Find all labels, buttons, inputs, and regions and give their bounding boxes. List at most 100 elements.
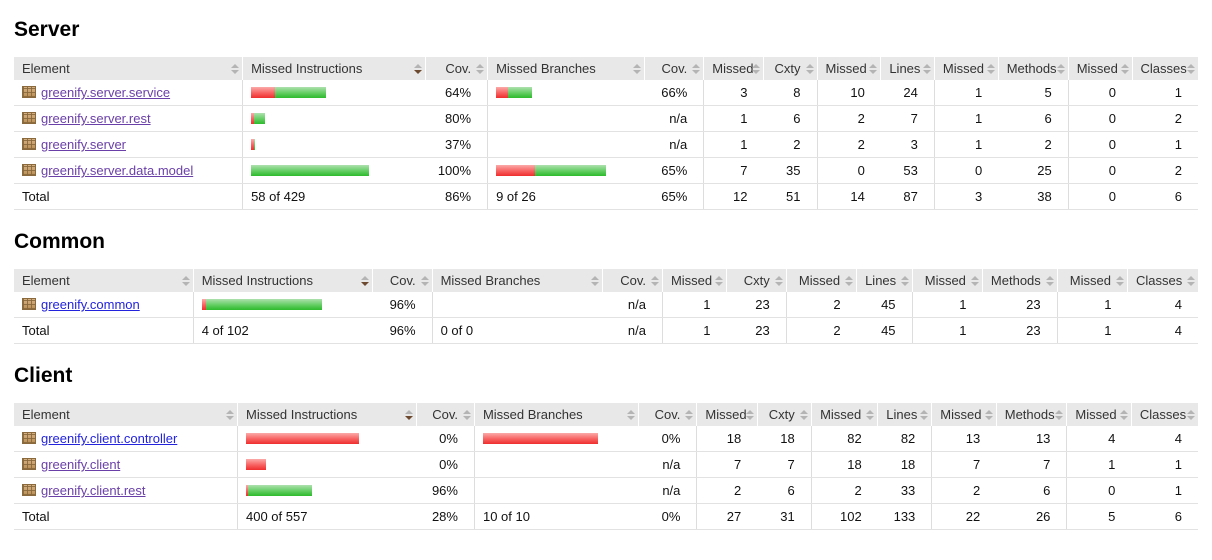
column-header-missed-instructions[interactable]: Missed Instructions xyxy=(236,403,417,426)
cxty-cell: 18 xyxy=(757,426,812,452)
package-icon xyxy=(22,432,36,444)
column-header-missed-instructions[interactable]: Missed Instructions xyxy=(242,57,426,80)
column-header-missed-classes[interactable]: Missed xyxy=(1066,403,1132,426)
missed-classes-cell: 0 xyxy=(1066,477,1132,504)
column-header-label: Lines xyxy=(865,273,897,288)
column-header-missed-methods[interactable]: Missed xyxy=(911,269,983,292)
missed-lines-cell: 2 xyxy=(816,131,881,158)
column-header-missed-methods[interactable]: Missed xyxy=(933,57,999,80)
total-missed-cxty-cell: 27 xyxy=(696,503,758,530)
column-header-instruction-coverage[interactable]: Cov. xyxy=(415,403,475,426)
column-header-methods[interactable]: Methods xyxy=(981,269,1058,292)
sort-down-arrow xyxy=(799,415,808,420)
column-header-missed-classes[interactable]: Missed xyxy=(1056,269,1128,292)
column-header-classes[interactable]: Classes xyxy=(1131,57,1198,80)
column-header-missed-cxty[interactable]: Missed xyxy=(703,57,764,80)
column-header-label: Missed xyxy=(798,273,841,288)
total-missed-instructions-cell: 400 of 557 xyxy=(236,503,417,530)
sort-down-arrow xyxy=(360,281,369,286)
column-header-classes[interactable]: Classes xyxy=(1126,269,1198,292)
lines-cell: 7 xyxy=(880,105,935,132)
column-header-missed-lines[interactable]: Missed xyxy=(816,57,881,80)
table-row: greenify.client 0% n/a 7 7 18 18 7 7 1 1 xyxy=(14,451,1198,478)
sort-up-arrow xyxy=(751,63,760,68)
total-missed-classes-cell: 5 xyxy=(1066,503,1132,530)
sort-down-arrow xyxy=(984,415,993,420)
column-header-missed-lines[interactable]: Missed xyxy=(785,269,857,292)
column-header-lines[interactable]: Lines xyxy=(880,57,935,80)
element-cell: greenify.server xyxy=(14,131,243,158)
column-header-cxty[interactable]: Cxty xyxy=(762,57,817,80)
element-cell: greenify.client.controller xyxy=(14,426,238,452)
column-header-branch-coverage[interactable]: Cov. xyxy=(602,269,663,292)
sort-up-arrow xyxy=(984,409,993,414)
methods-cell: 25 xyxy=(998,157,1069,184)
column-header-missed-cxty[interactable]: Missed xyxy=(696,403,758,426)
element-cell: greenify.server.rest xyxy=(14,105,243,132)
column-header-missed-instructions[interactable]: Missed Instructions xyxy=(192,269,373,292)
missed-classes-cell: 0 xyxy=(1067,157,1133,184)
column-header-methods[interactable]: Methods xyxy=(995,403,1067,426)
package-link[interactable]: greenify.server.data.model xyxy=(41,163,194,178)
column-header-missed-classes[interactable]: Missed xyxy=(1067,57,1133,80)
package-link[interactable]: greenify.server.service xyxy=(41,85,171,100)
package-link[interactable]: greenify.client.rest xyxy=(41,483,146,498)
column-header-missed-methods[interactable]: Missed xyxy=(931,403,997,426)
package-link[interactable]: greenify.server xyxy=(41,137,127,152)
column-header-cxty[interactable]: Cxty xyxy=(725,269,787,292)
sort-down-arrow xyxy=(225,415,234,420)
sort-icon xyxy=(799,409,808,420)
table-footer: Total 58 of 429 86% 9 of 26 65% 12 51 14 87 3 38 0 6 xyxy=(14,183,1198,210)
column-header-label: Cov. xyxy=(654,407,681,422)
column-header-branch-coverage[interactable]: Cov. xyxy=(643,57,704,80)
sort-icon xyxy=(900,275,909,286)
column-header-missed-branches[interactable]: Missed Branches xyxy=(473,403,639,426)
section-server: Server Element Missed Instructions Cov. Miss… xyxy=(14,18,1198,210)
column-header-element[interactable]: Element xyxy=(14,57,243,80)
column-header-element[interactable]: Element xyxy=(14,269,194,292)
cxty-cell: 2 xyxy=(763,131,817,158)
sort-down-arrow xyxy=(866,415,875,420)
sort-down-arrow xyxy=(476,69,485,74)
sort-up-arrow xyxy=(404,409,413,414)
sort-icon xyxy=(360,275,369,286)
lines-cell: 3 xyxy=(880,131,935,158)
cxty-cell: 35 xyxy=(763,157,817,184)
column-header-methods[interactable]: Methods xyxy=(997,57,1069,80)
column-header-lines[interactable]: Lines xyxy=(856,269,913,292)
table-body: greenify.common 96% n/a 1 23 2 45 1 23 1 4 xyxy=(14,292,1198,318)
package-link[interactable]: greenify.server.rest xyxy=(41,111,151,126)
lines-cell: 45 xyxy=(856,292,913,318)
column-header-lines[interactable]: Lines xyxy=(877,403,932,426)
missed-instructions-cell xyxy=(242,131,426,158)
package-link[interactable]: greenify.common xyxy=(41,297,140,312)
missed-cxty-cell: 3 xyxy=(703,80,764,106)
column-header-missed-branches[interactable]: Missed Branches xyxy=(431,269,603,292)
missed-lines-cell: 2 xyxy=(785,292,857,318)
sort-icon xyxy=(866,409,875,420)
missed-branches-cell xyxy=(431,292,603,318)
sort-down-arrow xyxy=(1187,415,1195,420)
column-header-cxty[interactable]: Cxty xyxy=(756,403,812,426)
missed-bar-segment xyxy=(482,433,598,444)
column-header-branch-coverage[interactable]: Cov. xyxy=(638,403,697,426)
column-header-classes[interactable]: Classes xyxy=(1130,403,1198,426)
column-header-label: Cxty xyxy=(743,273,770,288)
sort-icon xyxy=(632,63,641,74)
column-header-element[interactable]: Element xyxy=(14,403,238,426)
column-header-missed-cxty[interactable]: Missed xyxy=(661,269,727,292)
cxty-cell: 23 xyxy=(726,292,787,318)
column-header-label: Methods xyxy=(990,273,1041,288)
column-header-missed-branches[interactable]: Missed Branches xyxy=(487,57,645,80)
sort-down-arrow xyxy=(1119,415,1128,420)
column-header-instruction-coverage[interactable]: Cov. xyxy=(425,57,488,80)
column-header-missed-lines[interactable]: Missed xyxy=(810,403,878,426)
package-link[interactable]: greenify.client xyxy=(41,457,121,472)
column-header-instruction-coverage[interactable]: Cov. xyxy=(371,269,433,292)
missed-lines-cell: 0 xyxy=(816,157,881,184)
package-link[interactable]: greenify.client.controller xyxy=(41,431,178,446)
missed-classes-cell: 4 xyxy=(1066,426,1132,452)
sort-icon xyxy=(225,409,234,420)
coverage-table-common: Element Missed Instructions Cov. Missed Bra… xyxy=(14,269,1198,344)
column-header-label: Cov. xyxy=(432,407,458,422)
